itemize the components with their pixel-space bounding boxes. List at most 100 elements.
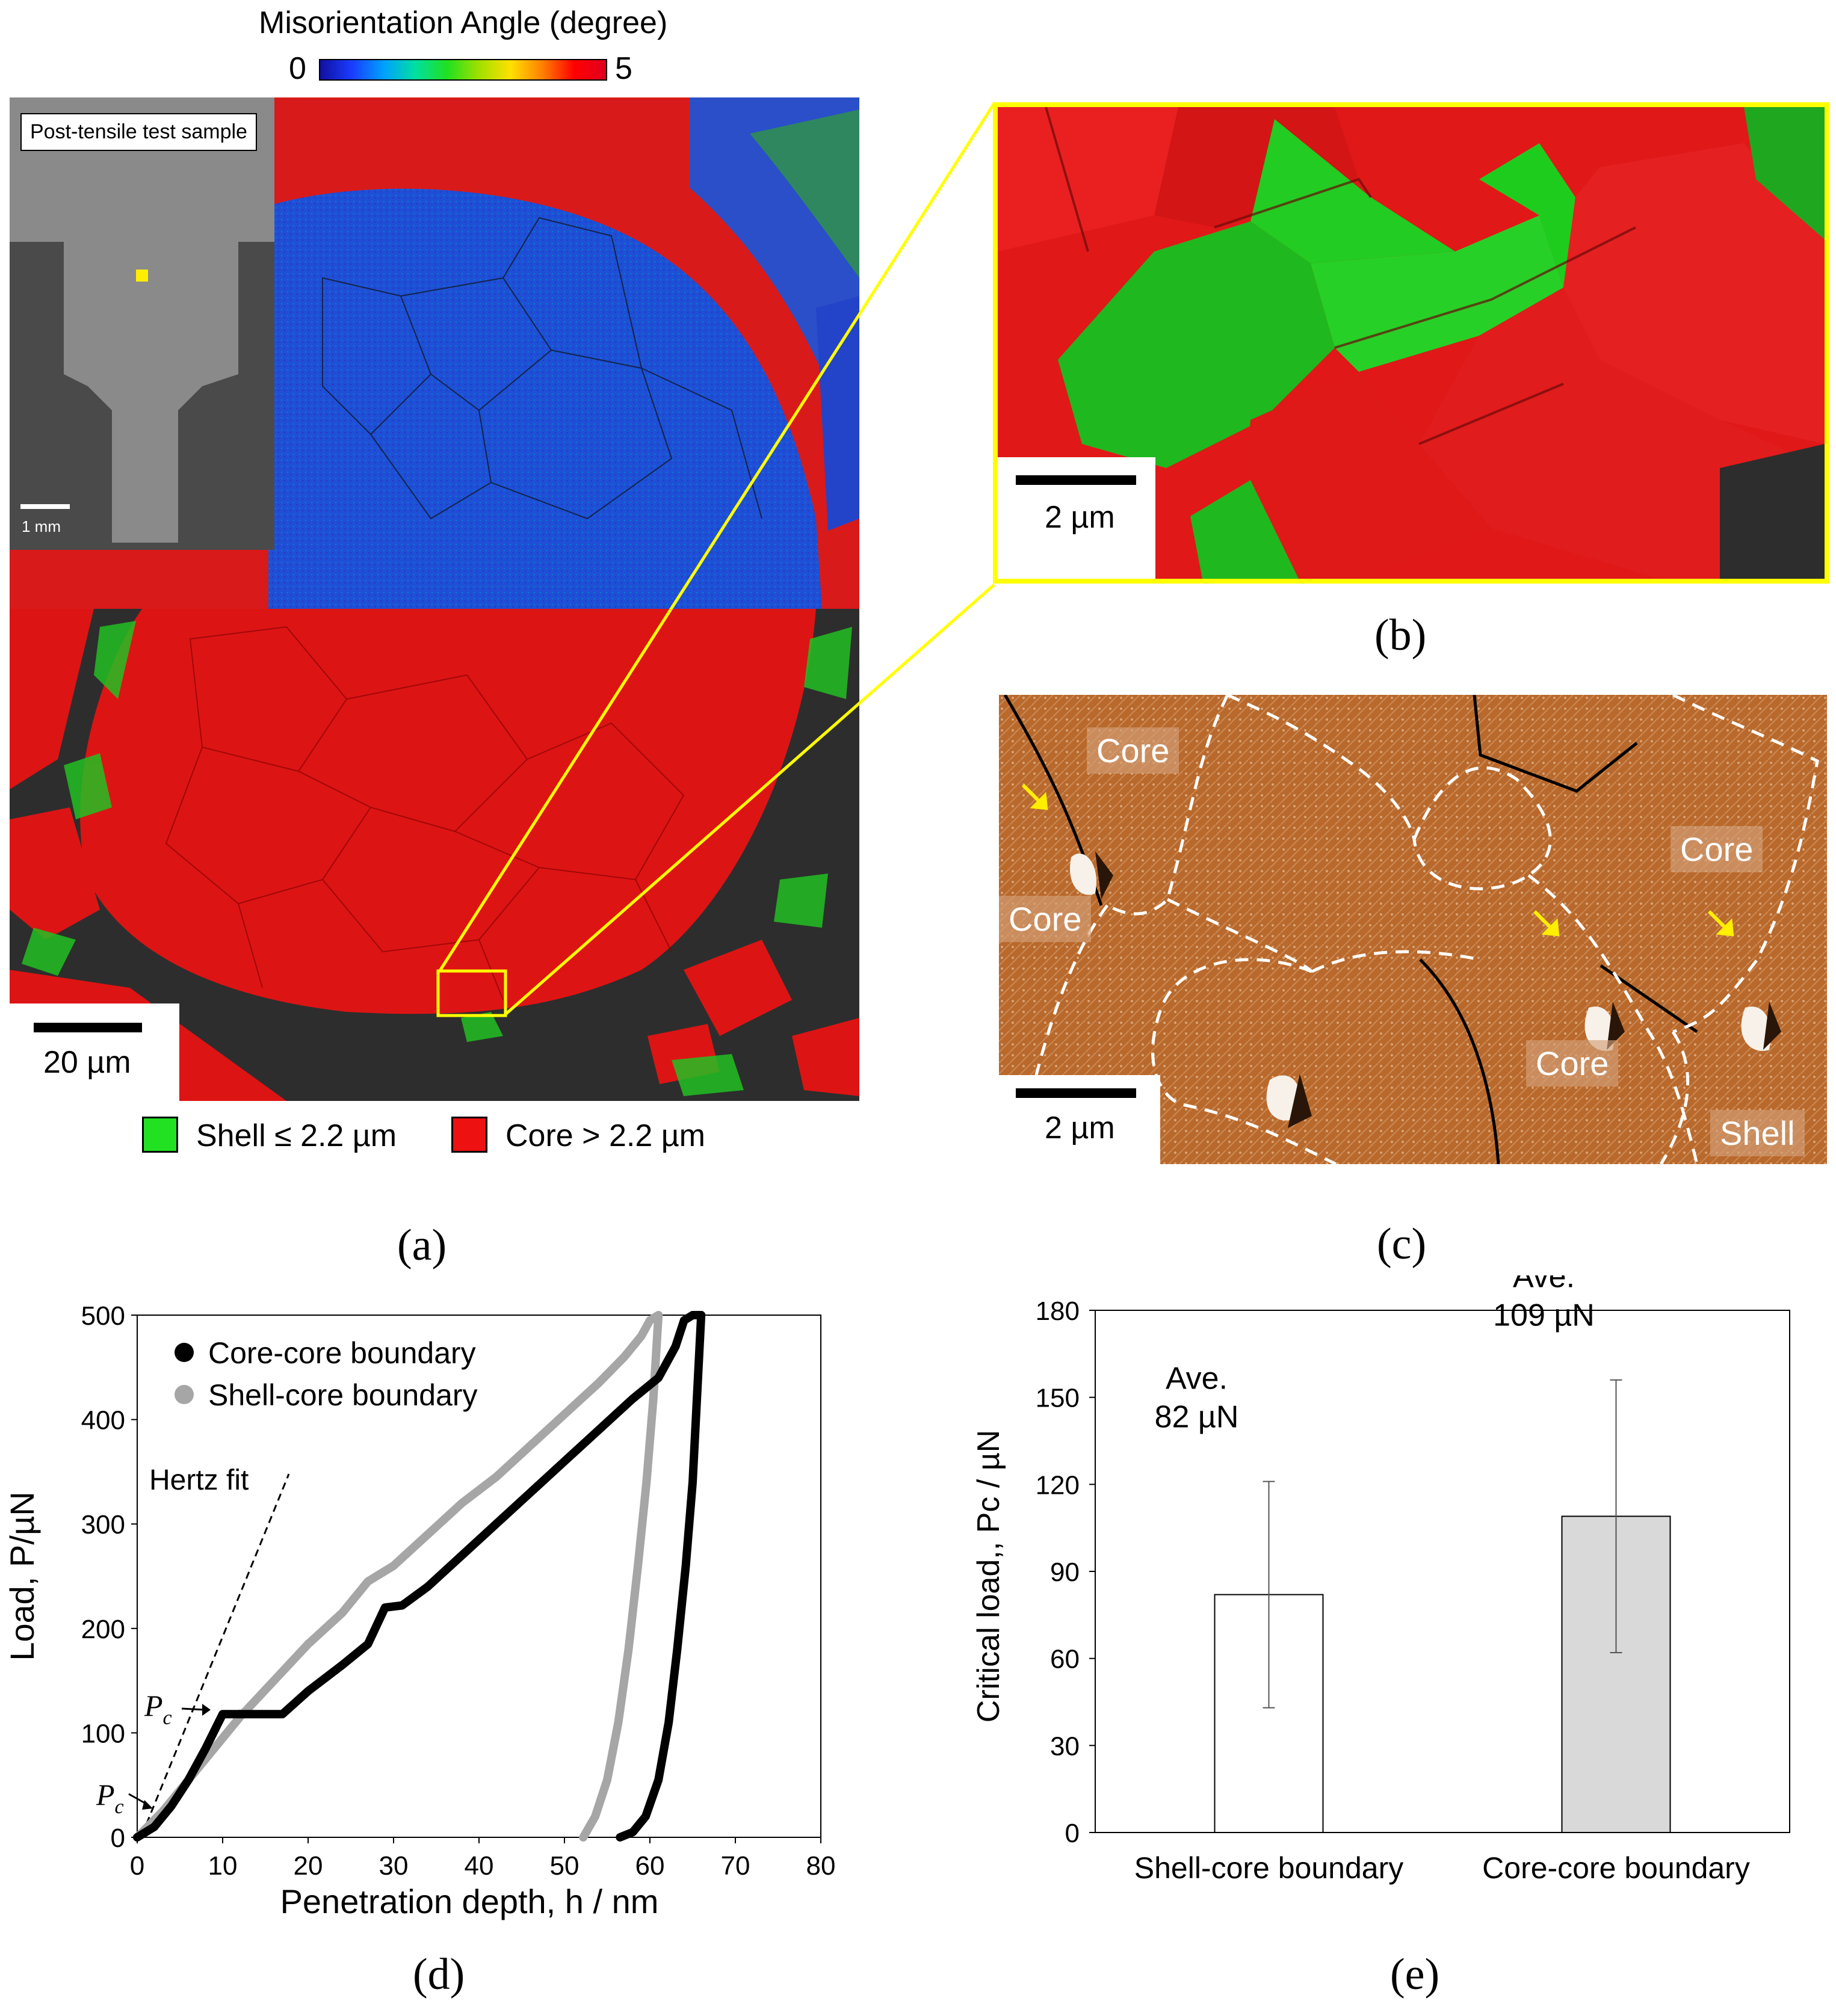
inset-scale-label: 1 mm (22, 517, 61, 535)
data-point (595, 1426, 602, 1433)
data-point (690, 1479, 696, 1485)
data-point (635, 1562, 641, 1569)
plot-frame-e (1095, 1310, 1790, 1833)
pc-label-upper: Pc (144, 1689, 172, 1729)
data-point (655, 1375, 662, 1381)
inset-label: Post-tensile test sample (20, 113, 257, 151)
dogbone-sample-graphic (10, 97, 274, 550)
data-point (382, 1604, 388, 1611)
ebsd-zoom-b: 2 µm (993, 102, 1829, 584)
data-point (638, 1333, 644, 1339)
data-point (424, 1583, 431, 1590)
hertz-fit-label: Hertz fit (149, 1464, 249, 1496)
legend-core-swatch (451, 1117, 487, 1153)
legend-shell-swatch (142, 1117, 178, 1153)
data-point (580, 1834, 587, 1840)
x-tick-label-d: 10 (208, 1851, 238, 1881)
data-point (202, 1745, 209, 1752)
inset-scale-bar (20, 504, 70, 509)
data-point (391, 1562, 397, 1569)
y-tick-label-e: 120 (1036, 1470, 1080, 1500)
y-tick-label-d: 100 (81, 1719, 125, 1748)
data-point (617, 1834, 623, 1840)
colorbar (319, 59, 607, 81)
x-tick-label-d: 60 (635, 1851, 665, 1881)
tag-core-3: Core (999, 896, 1092, 942)
afm-image-c: Core Core Core Core Shell 2 µm (999, 695, 1827, 1164)
y-tick-label-e: 90 (1050, 1558, 1080, 1587)
data-point (672, 1343, 679, 1350)
legend-label-d: Core-core boundary (208, 1336, 476, 1370)
data-point (694, 1395, 700, 1402)
scale-bar-b (1016, 475, 1136, 485)
scale-bar-c (1016, 1088, 1136, 1098)
y-tick-label-d: 300 (81, 1510, 125, 1540)
y-tick-label-e: 0 (1065, 1819, 1080, 1848)
data-point (459, 1552, 465, 1559)
data-point (650, 1395, 657, 1402)
tag-core-4: Core (1526, 1040, 1619, 1087)
legend-core-label: Core > 2.2 µm (505, 1118, 705, 1153)
data-point (271, 1677, 277, 1684)
x-tick-label-d: 20 (294, 1851, 323, 1881)
data-point (151, 1823, 158, 1830)
scale-bar-a (34, 1023, 142, 1032)
data-point (682, 1562, 689, 1569)
legend-marker-d (175, 1343, 194, 1362)
data-point (674, 1646, 681, 1653)
data-point (642, 1813, 649, 1820)
data-point (527, 1443, 534, 1449)
y-tick-label-d: 500 (81, 1301, 125, 1331)
data-point (561, 1411, 567, 1417)
scale-label-b: 2 µm (1045, 500, 1115, 535)
tag-shell: Shell (1710, 1110, 1805, 1156)
pc-arrow-upper (181, 1707, 205, 1711)
pc-upper-subscript: c (163, 1707, 172, 1729)
series-curve-loading (133, 1311, 663, 1842)
y-tick-label-d: 200 (81, 1615, 125, 1644)
series-curve-unloading (616, 1311, 706, 1842)
x-tick-label-d: 0 (130, 1851, 144, 1881)
data-point (625, 1646, 632, 1653)
data-point (655, 1312, 662, 1318)
load-depth-chart: 0 100 200 300 400 500 0 10 20 30 40 50 60 70 80 Core-… (3, 1301, 836, 1920)
data-point (527, 1490, 534, 1496)
data-point (365, 1641, 371, 1647)
panel-label-c: (c) (1377, 1219, 1427, 1269)
scale-box-a: 20 µm (10, 1003, 179, 1101)
data-point (681, 1317, 687, 1324)
y-axis-label-d: Load, P/µN (3, 1491, 41, 1660)
y-tick-label-d: 0 (111, 1823, 125, 1853)
data-point (493, 1521, 499, 1527)
x-axis-label-d: Penetration depth, h / nm (280, 1882, 659, 1920)
data-point (279, 1711, 286, 1718)
x-tick-label-d: 30 (379, 1851, 409, 1881)
category-label: Core-core boundary (1482, 1851, 1750, 1885)
colorbar-max-label: 5 (615, 51, 632, 86)
pc-label-lower: Pc (96, 1778, 124, 1818)
data-point (647, 1317, 653, 1324)
data-point (305, 1641, 311, 1647)
data-point (220, 1711, 226, 1718)
data-point (595, 1379, 602, 1386)
legend-label-d: Shell-core boundary (208, 1378, 478, 1412)
sample-marker (136, 270, 148, 282)
data-point (621, 1354, 628, 1360)
data-point (185, 1777, 192, 1783)
data-point (561, 1458, 567, 1465)
data-point (698, 1312, 705, 1318)
data-point (365, 1578, 371, 1585)
x-tick-label-d: 80 (806, 1851, 836, 1881)
data-point (643, 1479, 650, 1485)
bar-annotation: Ave. (1513, 1275, 1575, 1295)
pc-lower-symbol: P (96, 1778, 115, 1811)
bar-annotation: 109 µN (1493, 1298, 1595, 1333)
pc-arrowhead-lower (142, 1800, 153, 1810)
data-point (655, 1777, 662, 1783)
x-tick-label-d: 50 (550, 1851, 580, 1881)
scale-box-b: 2 µm (998, 457, 1155, 579)
data-point (493, 1474, 499, 1481)
panel-label-a: (a) (397, 1221, 447, 1270)
legend-shell-label: Shell ≤ 2.2 µm (196, 1118, 397, 1153)
